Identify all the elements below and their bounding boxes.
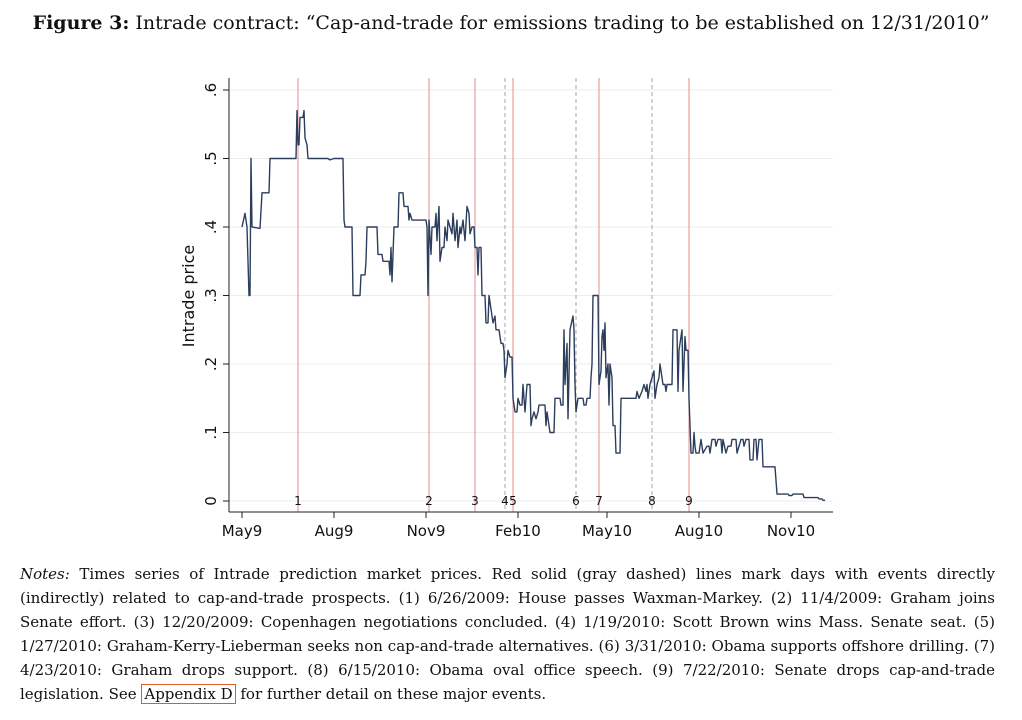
y-tick-label: .4	[202, 220, 220, 234]
event-label: 6	[572, 494, 580, 508]
figure-label: Figure 3:	[32, 12, 130, 34]
y-axis-label: Intrade price	[179, 245, 198, 347]
y-tick-label: .3	[202, 288, 220, 302]
event-label: 4	[501, 494, 509, 508]
event-label: 9	[685, 494, 693, 508]
axes: 0 .1 .2 .3 .4 .5 .6 May9 Aug9 Nov9 Feb10 May10 Aug10…	[202, 78, 833, 540]
y-tick-label: .2	[202, 357, 220, 371]
notes-label: Notes:	[20, 565, 70, 583]
x-tick-label: May9	[222, 522, 263, 540]
grid-layer	[229, 89, 833, 502]
price-series-line	[241, 109, 825, 501]
figure-caption: Figure 3: Intrade contract: “Cap-and-tra…	[0, 12, 1022, 34]
event-label: 1	[294, 494, 302, 508]
x-tick-label: Nov9	[407, 522, 446, 540]
y-tick-label: .6	[202, 83, 220, 97]
figure-notes: Notes: Times series of Intrade predictio…	[20, 562, 995, 706]
y-tick-label: .1	[202, 425, 220, 439]
x-tick-label: Nov10	[767, 522, 815, 540]
notes-text-end: for further detail on these major events…	[235, 685, 547, 703]
y-tick-label: 0	[202, 496, 220, 506]
x-tick-label: Aug9	[315, 522, 354, 540]
appendix-d-link[interactable]: Appendix D	[141, 684, 236, 704]
series-layer	[241, 109, 825, 501]
notes-text: Times series of Intrade prediction marke…	[20, 565, 995, 703]
event-label: 5	[509, 494, 517, 508]
event-label: 7	[595, 494, 603, 508]
x-tick-label: Feb10	[495, 522, 541, 540]
x-tick-label: May10	[582, 522, 632, 540]
event-label: 8	[648, 494, 656, 508]
figure-title: Intrade contract: “Cap-and-trade for emi…	[135, 12, 990, 34]
y-tick-label: .5	[202, 151, 220, 165]
event-label: 2	[425, 494, 433, 508]
event-label: 3	[471, 494, 479, 508]
x-tick-label: Aug10	[675, 522, 723, 540]
